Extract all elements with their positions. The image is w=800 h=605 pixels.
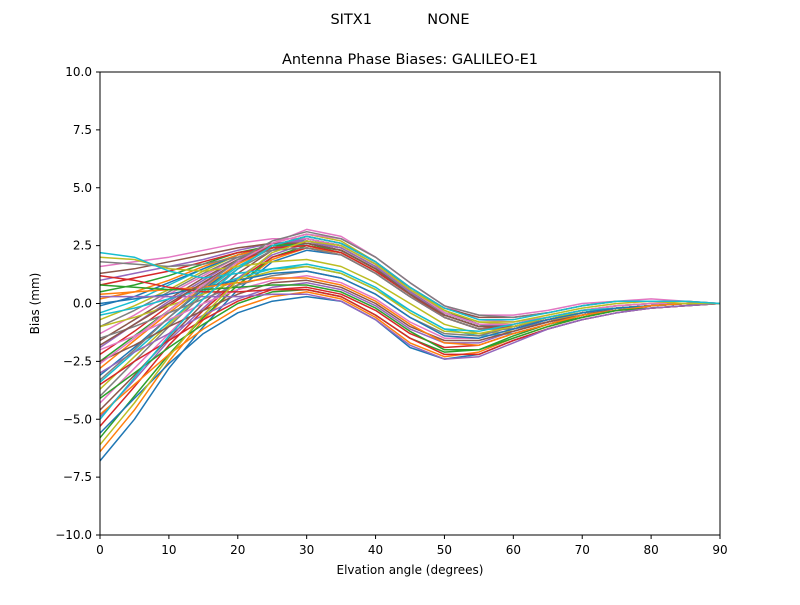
y-axis-ticks: −10.0 −7.5 −5.0 −2.5 0.0 2.5 5.0 7.5 10.0 xyxy=(55,65,100,542)
x-tick-label: 10 xyxy=(161,543,176,557)
series-line-44 xyxy=(100,293,721,360)
x-tick-label: 60 xyxy=(506,543,521,557)
y-tick-label: 5.0 xyxy=(73,181,92,195)
x-axis-label: Elvation angle (degrees) xyxy=(337,563,484,577)
y-tick-label: 7.5 xyxy=(73,123,92,137)
y-tick-label: −10.0 xyxy=(55,528,92,542)
y-tick-label: 0.0 xyxy=(73,297,92,311)
x-axis-ticks: 0 10 20 30 40 50 60 70 80 90 xyxy=(96,535,728,557)
series-line-48 xyxy=(99,240,720,446)
x-tick-label: 90 xyxy=(712,543,727,557)
y-tick-label: −5.0 xyxy=(63,412,92,426)
series-line-42 xyxy=(99,284,721,351)
x-tick-label: 70 xyxy=(575,543,590,557)
x-tick-label: 0 xyxy=(96,543,104,557)
x-tick-label: 30 xyxy=(299,543,314,557)
x-tick-label: 50 xyxy=(437,543,452,557)
chart-title: Antenna Phase Biases: GALILEO-E1 xyxy=(282,52,538,68)
plot-frame xyxy=(99,71,721,536)
y-tick-label: 10.0 xyxy=(65,65,92,79)
y-tick-label: −2.5 xyxy=(63,354,92,368)
y-axis-label: Bias (mm) xyxy=(28,273,42,335)
series-lines xyxy=(99,228,721,462)
x-tick-label: 40 xyxy=(368,543,383,557)
x-tick-label: 20 xyxy=(230,543,245,557)
x-tick-label: 80 xyxy=(643,543,658,557)
series-line-49 xyxy=(99,235,721,420)
y-tick-label: −7.5 xyxy=(63,470,92,484)
y-tick-label: 2.5 xyxy=(73,239,92,253)
figure-suptitle: SITX1 NONE xyxy=(330,12,469,28)
